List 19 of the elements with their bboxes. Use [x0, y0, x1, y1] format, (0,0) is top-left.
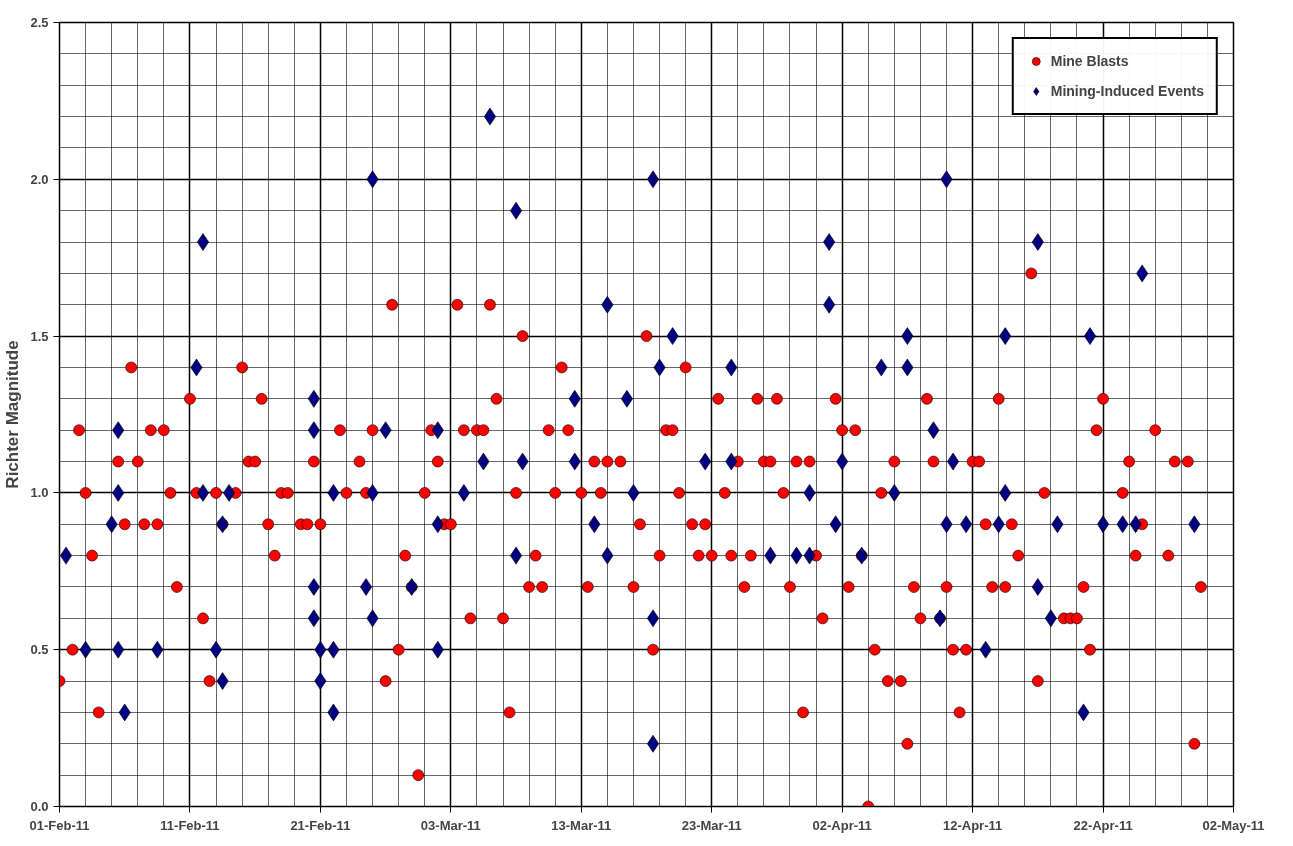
- x-tick-label: 22-Apr-11: [1073, 817, 1133, 833]
- y-tick-label: 0.0: [30, 799, 49, 814]
- y-axis-title: Richter Magnitude: [3, 340, 23, 489]
- x-tick-label: 01-Feb-11: [29, 817, 90, 833]
- x-tick-label: 13-Mar-11: [551, 817, 612, 833]
- x-tick-label: 02-May-11: [1202, 817, 1265, 833]
- x-tick-label: 11-Feb-11: [160, 817, 220, 833]
- y-tick-label: 2.5: [30, 15, 49, 30]
- x-tick-label: 21-Feb-11: [290, 817, 351, 833]
- legend-label: Mine Blasts: [1050, 53, 1129, 69]
- y-tick-label: 1.0: [30, 485, 49, 501]
- x-tick-label: 02-Apr-11: [812, 817, 872, 833]
- legend-label: Mining-Induced Events: [1050, 83, 1204, 99]
- y-tick-label: 2.0: [30, 171, 49, 187]
- x-tick-label: 03-Mar-11: [420, 817, 481, 833]
- y-tick-label: 0.5: [30, 642, 49, 658]
- y-tick-label: 1.5: [30, 328, 49, 344]
- x-tick-label: 23-Mar-11: [681, 817, 742, 833]
- x-tick-label: 12-Apr-11: [942, 817, 1003, 833]
